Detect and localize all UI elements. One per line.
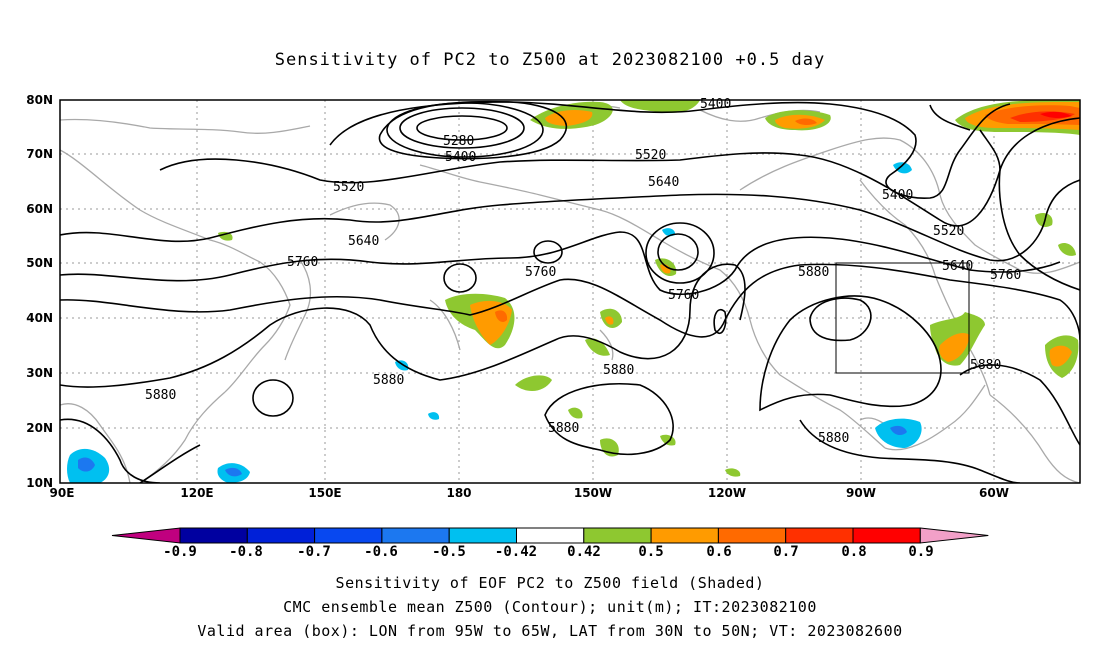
- shade-patch: [890, 425, 907, 436]
- colorbar-bin: [785, 527, 854, 544]
- shade-patch: [939, 333, 970, 362]
- shade-patch: [428, 412, 440, 420]
- lat-label: 40N: [26, 311, 53, 325]
- contour-label: 5880: [548, 421, 579, 436]
- lon-label: 150E: [308, 486, 341, 500]
- contour-label: 5880: [970, 358, 1001, 373]
- colorbar-tick-label: -0.6: [364, 544, 398, 560]
- colorbar-bin: [852, 527, 921, 544]
- lat-label: 50N: [26, 256, 53, 270]
- contour-label: 5640: [942, 259, 973, 274]
- shade-patch: [1058, 243, 1076, 256]
- contour-label: 5520: [635, 148, 666, 163]
- colorbar-tick-label: 0.8: [841, 544, 867, 560]
- z500-contours: [60, 100, 1080, 483]
- colorbar-bin: [179, 527, 248, 544]
- contour-label: 5760: [668, 288, 699, 303]
- colorbar-tick-label: 0.9: [908, 544, 934, 560]
- contour-label: 5520: [933, 224, 964, 239]
- valid-area-box: [835, 262, 970, 374]
- contour-label: 5520: [333, 180, 364, 195]
- contour-label: 5760: [287, 255, 318, 270]
- shade-patch: [605, 316, 614, 325]
- colorbar-bin: [381, 527, 450, 544]
- lat-label: 70N: [26, 147, 53, 161]
- lon-label: 60W: [979, 486, 1009, 500]
- colorbar-bin: [314, 527, 383, 544]
- colorbar-extend-low: [111, 527, 181, 544]
- shade-patch: [225, 467, 242, 477]
- shade-patch: [495, 310, 508, 323]
- lat-label: 30N: [26, 366, 53, 380]
- colorbar-tick-label: 0.7: [773, 544, 799, 560]
- plot-frame: [59, 99, 1081, 484]
- contour-label: 5880: [798, 265, 829, 280]
- contour-label: 5760: [525, 265, 556, 280]
- lon-label: 150W: [574, 486, 612, 500]
- colorbar: [111, 527, 989, 544]
- shade-patch: [893, 162, 912, 174]
- shade-patch: [1035, 213, 1053, 227]
- shade-patch: [620, 100, 700, 113]
- contour-label: 5400: [700, 97, 731, 112]
- lat-label: 60N: [26, 202, 53, 216]
- contour-label: 5760: [990, 268, 1021, 283]
- colorbar-extend-high: [919, 527, 989, 544]
- shade-patch: [1049, 345, 1072, 367]
- colorbar-tick-label: -0.8: [229, 544, 263, 560]
- map-title: Sensitivity of PC2 to Z500 at 2023082100…: [274, 50, 826, 70]
- colorbar-tick-label: -0.7: [297, 544, 331, 560]
- lon-label: 90W: [846, 486, 876, 500]
- lat-label: 10N: [26, 476, 53, 490]
- plot-area: [60, 100, 1080, 483]
- lat-label: 20N: [26, 421, 53, 435]
- caption-shaded: Sensitivity of EOF PC2 to Z500 field (Sh…: [335, 574, 765, 592]
- colorbar-bin: [516, 527, 585, 544]
- contour-label: 5280: [443, 134, 474, 149]
- colorbar-tick-label: -0.9: [163, 544, 197, 560]
- latitude-labels: 80N 70N 60N 50N 40N 30N 20N 10N: [26, 93, 53, 490]
- lon-label: 120E: [180, 486, 213, 500]
- colorbar-tick-label: -0.5: [432, 544, 466, 560]
- colorbar-bin: [448, 527, 518, 544]
- lon-label: 180: [446, 486, 471, 500]
- shade-patch: [795, 118, 817, 126]
- shade-patch: [78, 457, 95, 472]
- caption-valid-area: Valid area (box): LON from 95W to 65W, L…: [197, 622, 903, 640]
- contour-label-group: 5400 5280 5400 5520 5520 5640 5640 5400 …: [145, 97, 1021, 446]
- colorbar-bin: [583, 527, 652, 544]
- shade-patch: [515, 375, 552, 392]
- caption-contour: CMC ensemble mean Z500 (Contour); unit(m…: [283, 598, 817, 616]
- longitude-labels: 90E 120E 150E 180 150W 120W 90W 60W: [50, 486, 1009, 500]
- contour-label: 5400: [445, 150, 476, 165]
- lat-lon-grid: [60, 100, 1080, 483]
- lat-label: 80N: [26, 93, 53, 107]
- contour-label: 5880: [603, 363, 634, 378]
- colorbar-bin: [650, 527, 719, 544]
- shade-patch: [218, 231, 233, 241]
- contour-label: 5400: [882, 188, 913, 203]
- colorbar-tick-label: 0.42: [567, 544, 601, 560]
- contour-label: 5640: [348, 234, 379, 249]
- colorbar-tick-label: -0.42: [494, 544, 538, 560]
- contour-label: 5880: [818, 431, 849, 446]
- colorbar-tick-label: 0.5: [638, 544, 664, 560]
- shade-patch: [660, 264, 671, 274]
- shade-patch: [585, 338, 610, 356]
- colorbar-bin: [246, 527, 316, 544]
- shade-patch: [568, 407, 583, 419]
- lon-label: 120W: [708, 486, 746, 500]
- lon-label: 90E: [50, 486, 75, 500]
- colorbar-bin: [717, 527, 787, 544]
- shade-patch: [1040, 111, 1072, 119]
- contour-label: 5880: [373, 373, 404, 388]
- shade-patch: [395, 360, 409, 371]
- colorbar-tick-label: 0.6: [706, 544, 732, 560]
- shade-patch: [725, 468, 741, 477]
- contour-label: 5880: [145, 388, 176, 403]
- contour-label: 5640: [648, 175, 679, 190]
